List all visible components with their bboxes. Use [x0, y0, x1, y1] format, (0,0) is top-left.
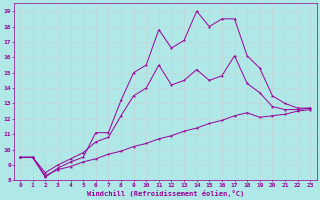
X-axis label: Windchill (Refroidissement éolien,°C): Windchill (Refroidissement éolien,°C) [86, 190, 244, 197]
